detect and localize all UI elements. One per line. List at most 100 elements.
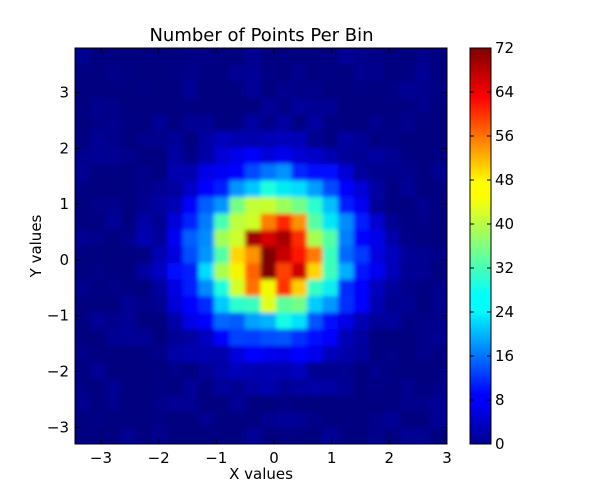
- heatmap-cell: [245, 311, 262, 329]
- heatmap-cell: [183, 64, 200, 82]
- heatmap-cell: [167, 179, 184, 197]
- heatmap-cell: [198, 245, 215, 263]
- heatmap-cells: [75, 48, 447, 444]
- heatmap-cell: [307, 427, 324, 444]
- heatmap-cell: [75, 97, 91, 115]
- heatmap-cell: [245, 179, 262, 197]
- heatmap-cell: [245, 245, 262, 263]
- heatmap-cell: [136, 48, 153, 65]
- heatmap-cell: [214, 427, 231, 444]
- heatmap-cell: [136, 410, 153, 428]
- heatmap-cell: [121, 130, 138, 148]
- heatmap-cell: [229, 130, 246, 148]
- heatmap-cell: [214, 196, 231, 214]
- heatmap-cell: [90, 113, 107, 131]
- heatmap-cell: [152, 311, 169, 329]
- heatmap-cell: [415, 394, 432, 412]
- heatmap-cell: [245, 427, 262, 444]
- heatmap-cell: [353, 212, 370, 230]
- heatmap-cell: [152, 427, 169, 444]
- heatmap-cell: [338, 179, 355, 197]
- heatmap-cell: [369, 146, 386, 164]
- heatmap-cell: [431, 113, 447, 131]
- heatmap-cell: [105, 377, 122, 395]
- heatmap-cell: [369, 130, 386, 148]
- heatmap-cell: [136, 229, 153, 247]
- heatmap-cell: [245, 328, 262, 346]
- heatmap-cell: [307, 394, 324, 412]
- heatmap-cell: [384, 245, 401, 263]
- heatmap-cell: [245, 130, 262, 148]
- heatmap-cell: [291, 80, 308, 98]
- heatmap-cell: [75, 245, 91, 263]
- heatmap-cell: [183, 212, 200, 230]
- heatmap-cell: [260, 245, 277, 263]
- heatmap-cell: [291, 196, 308, 214]
- heatmap-cell: [260, 427, 277, 444]
- heatmap-cell: [152, 394, 169, 412]
- heatmap-cell: [245, 295, 262, 313]
- heatmap-cell: [338, 64, 355, 82]
- heatmap-cell: [136, 97, 153, 115]
- heatmap-cell: [322, 295, 339, 313]
- heatmap-cell: [75, 113, 91, 131]
- heatmap-cell: [431, 130, 447, 148]
- heatmap-cell: [307, 328, 324, 346]
- heatmap-cell: [121, 229, 138, 247]
- heatmap-cell: [353, 410, 370, 428]
- heatmap-cell: [245, 64, 262, 82]
- heatmap-cell: [183, 229, 200, 247]
- heatmap-cell: [338, 48, 355, 65]
- heatmap-cell: [338, 344, 355, 362]
- heatmap-cell: [369, 278, 386, 296]
- heatmap-cell: [338, 427, 355, 444]
- heatmap-cell: [415, 196, 432, 214]
- heatmap-cell: [415, 245, 432, 263]
- heatmap-cell: [415, 410, 432, 428]
- heatmap-cell: [384, 295, 401, 313]
- heatmap-cell: [291, 130, 308, 148]
- heatmap-cell: [105, 48, 122, 65]
- heatmap-cell: [245, 48, 262, 65]
- heatmap-cell: [75, 130, 91, 148]
- heatmap-cell: [121, 328, 138, 346]
- heatmap-cell: [136, 80, 153, 98]
- heatmap-cell: [105, 212, 122, 230]
- heatmap-cell: [75, 278, 91, 296]
- heatmap-cell: [276, 113, 293, 131]
- heatmap-cell: [245, 146, 262, 164]
- heatmap-cell: [90, 130, 107, 148]
- heatmap-cell: [121, 212, 138, 230]
- heatmap-cell: [121, 394, 138, 412]
- heatmap-cell: [167, 427, 184, 444]
- heatmap-cell: [183, 262, 200, 280]
- heatmap-cell: [291, 48, 308, 65]
- heatmap-cell: [229, 344, 246, 362]
- heatmap-cell: [152, 212, 169, 230]
- heatmap-cell: [431, 229, 447, 247]
- heatmap-cell: [214, 245, 231, 263]
- heatmap-cell: [260, 295, 277, 313]
- heatmap-cell: [322, 196, 339, 214]
- heatmap-cell: [90, 212, 107, 230]
- heatmap-cell: [167, 212, 184, 230]
- heatmap-cell: [400, 80, 417, 98]
- heatmap-cell: [338, 278, 355, 296]
- heatmap-cell: [198, 311, 215, 329]
- heatmap-cell: [384, 344, 401, 362]
- heatmap-cell: [415, 295, 432, 313]
- heatmap-cell: [353, 427, 370, 444]
- heatmap-cell: [384, 328, 401, 346]
- heatmap-cell: [136, 130, 153, 148]
- heatmap-cell: [431, 80, 447, 98]
- heatmap-cell: [121, 163, 138, 181]
- heatmap-cell: [260, 64, 277, 82]
- heatmap-cell: [322, 146, 339, 164]
- heatmap-cell: [353, 361, 370, 379]
- heatmap-cell: [167, 113, 184, 131]
- heatmap-cell: [431, 179, 447, 197]
- heatmap-cell: [136, 427, 153, 444]
- heatmap-cell: [338, 212, 355, 230]
- heatmap-cell: [198, 278, 215, 296]
- heatmap-cell: [183, 80, 200, 98]
